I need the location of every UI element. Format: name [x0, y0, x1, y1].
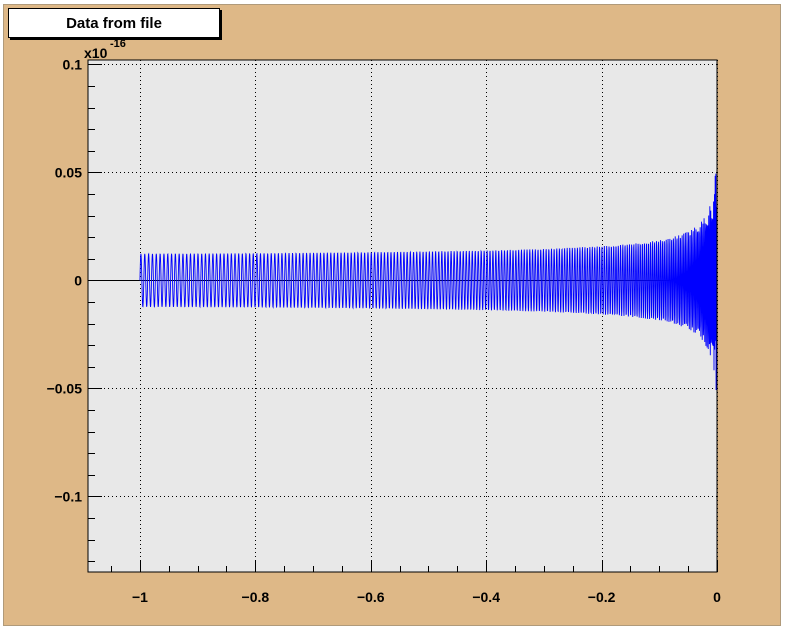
series-layer [139, 173, 718, 391]
plot-frame-border [87, 59, 718, 573]
chart-title: Data from file [8, 8, 220, 38]
plot-frame [88, 60, 717, 572]
axis-tick-labels: −1 −0.8 −0.6 −0.4 −0.2 0 0.1 0.05 0 −0.05 −0.1 [47, 56, 722, 605]
axis-ticks [88, 64, 718, 572]
x-tick-label: 0 [713, 589, 721, 605]
x-tick-label: −0.4 [472, 589, 500, 605]
y-tick-label: 0.05 [55, 164, 82, 180]
series-line [139, 173, 718, 391]
y-tick-label: −0.05 [47, 380, 83, 396]
x-tick-label: −0.2 [588, 589, 616, 605]
x-tick-label: −0.8 [242, 589, 270, 605]
x-tick-label: −1 [132, 589, 148, 605]
x-tick-label: −0.6 [357, 589, 385, 605]
y-exponent-value: -16 [110, 38, 126, 50]
y-tick-label: 0 [74, 272, 82, 288]
y-exponent-label: x10 [84, 45, 108, 61]
y-tick-label: −0.1 [54, 488, 82, 504]
y-tick-label: 0.1 [63, 56, 83, 72]
